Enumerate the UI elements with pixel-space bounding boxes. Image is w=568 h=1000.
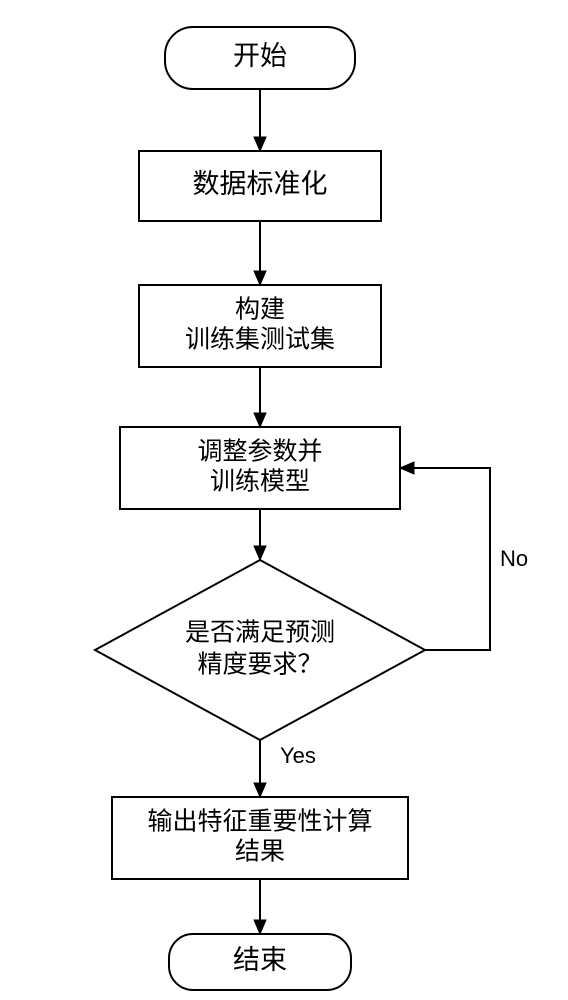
edge-norm-build-arrowhead xyxy=(254,271,266,285)
edge-label-no: No xyxy=(500,546,528,571)
edge-train-decision-arrowhead xyxy=(254,546,266,560)
build-text: 构建 xyxy=(235,296,285,324)
edge-feedback-no-arrowhead xyxy=(400,462,414,474)
output-text: 输出特征重要性计算 xyxy=(147,808,372,836)
edge-feedback-no xyxy=(400,468,490,650)
train-text: 调整参数并 xyxy=(197,438,322,466)
edge-label-yes: Yes xyxy=(280,743,316,768)
edge-start-norm-arrowhead xyxy=(254,137,266,151)
build-text: 训练集测试集 xyxy=(185,326,335,354)
norm-text: 数据标准化 xyxy=(193,169,328,199)
edge-decision-output-arrowhead xyxy=(254,783,266,797)
train-text: 训练模型 xyxy=(210,468,310,496)
output-text: 结果 xyxy=(235,838,285,866)
decision-text: 是否满足预测 xyxy=(185,619,335,647)
flowchart: 开始数据标准化构建训练集测试集调整参数并训练模型是否满足预测精度要求？ 输出特征重… xyxy=(0,0,568,1000)
edge-output-end-arrowhead xyxy=(254,920,266,934)
decision-text: 精度要求？ xyxy=(197,651,322,679)
edge-build-train-arrowhead xyxy=(254,413,266,427)
start-text: 开始 xyxy=(233,41,287,71)
end-text: 结束 xyxy=(233,945,287,975)
